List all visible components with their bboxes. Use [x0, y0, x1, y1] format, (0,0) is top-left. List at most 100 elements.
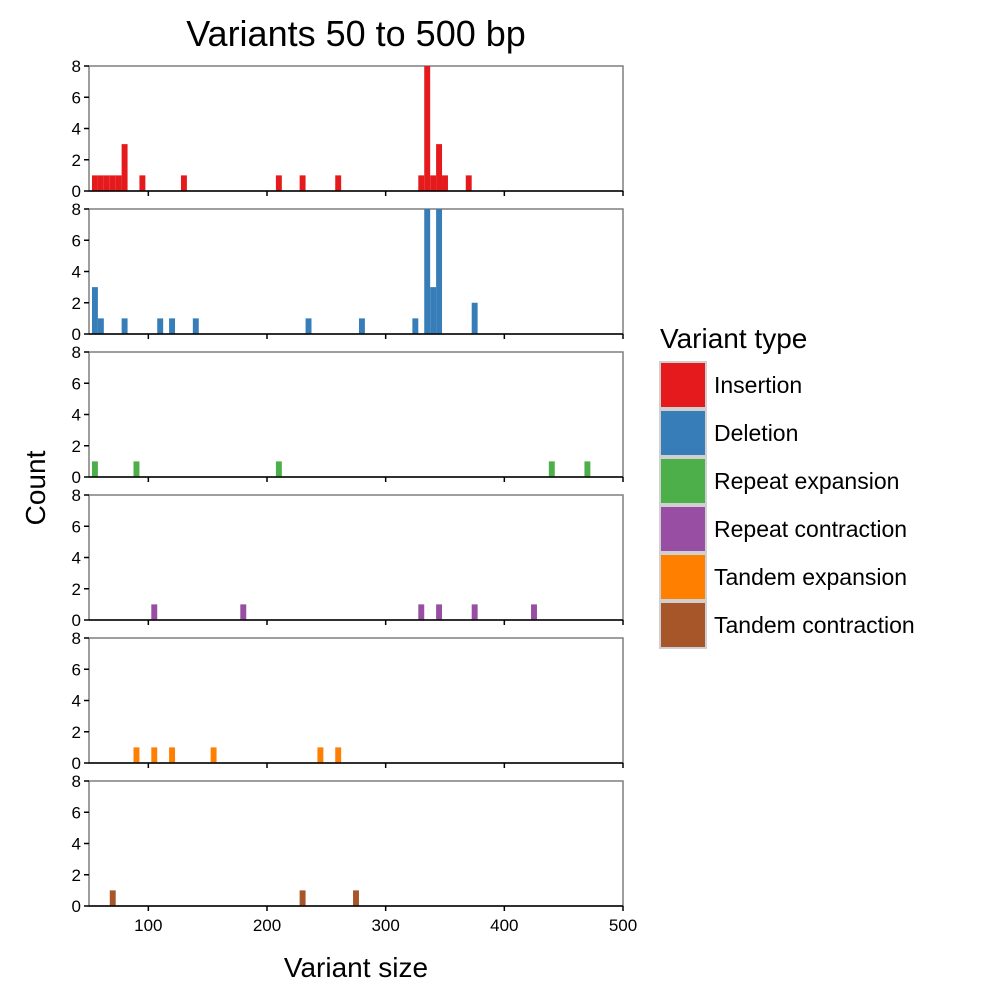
bar: [139, 175, 146, 191]
y-axis-label: Count: [20, 450, 51, 525]
bar: [192, 318, 199, 334]
legend-label: Repeat contraction: [714, 516, 907, 542]
legend-item: Repeat contraction: [659, 505, 907, 553]
panel-2: 0 2 4 6 8: [72, 200, 624, 344]
bar: [299, 890, 306, 906]
y-tick-label: 0: [72, 325, 81, 344]
legend-item: Tandem contraction: [659, 601, 915, 649]
legend-item: Tandem expansion: [659, 553, 907, 601]
bar: [97, 175, 104, 191]
bar: [418, 175, 425, 191]
bar: [97, 318, 104, 334]
legend-swatch: [659, 457, 707, 505]
y-tick-label: 4: [72, 835, 81, 854]
y-tick-label: 4: [72, 263, 81, 282]
bar: [151, 604, 158, 620]
panel-border: [88, 351, 624, 478]
y-tick-label: 0: [72, 754, 81, 773]
x-tick-label: 200: [253, 916, 281, 935]
y-tick-label: 8: [72, 57, 81, 76]
panel-1: 0 2 4 6 8: [72, 57, 624, 201]
legend-label: Tandem expansion: [714, 564, 907, 590]
panel-6: 0 2 4 6 8 100 200 300 400 500: [72, 772, 638, 935]
legend-swatch: [659, 553, 707, 601]
legend-label: Insertion: [714, 372, 802, 398]
bar: [180, 175, 187, 191]
legend-label: Tandem contraction: [714, 612, 915, 638]
bar: [91, 461, 98, 477]
y-tick-label: 8: [72, 486, 81, 505]
y-tick-label: 4: [72, 120, 81, 139]
bar: [471, 302, 478, 334]
bar: [103, 175, 110, 191]
y-tick-label: 2: [72, 294, 81, 313]
y-tick-label: 0: [72, 611, 81, 630]
x-tick-label: 300: [371, 916, 399, 935]
y-tick-label: 6: [72, 231, 81, 250]
y-tick-label: 2: [72, 437, 81, 456]
y-tick-label: 2: [72, 866, 81, 885]
legend-title: Variant type: [660, 323, 807, 354]
bar: [412, 318, 419, 334]
legend-swatch: [659, 601, 707, 649]
panel-border: [88, 494, 624, 621]
legend-item: Repeat expansion: [659, 457, 899, 505]
bar: [91, 287, 98, 334]
panel-border: [88, 208, 624, 335]
bar: [240, 604, 247, 620]
legend-swatch: [659, 409, 707, 457]
y-tick-label: 0: [72, 182, 81, 201]
y-tick-label: 2: [72, 151, 81, 170]
panel-border: [88, 780, 624, 907]
bar: [353, 890, 359, 906]
bar: [424, 66, 431, 191]
bar: [133, 747, 140, 763]
panel-3: 0 2 4 6 8: [72, 343, 624, 487]
panel-5: 0 2 4 6 8: [72, 629, 624, 773]
bar: [169, 747, 176, 763]
legend: Variant type Insertion Deletion Repeat exp…: [659, 323, 915, 649]
bar: [91, 175, 98, 191]
y-tick-label: 8: [72, 343, 81, 362]
bar: [335, 747, 342, 763]
x-tick-label: 400: [490, 916, 518, 935]
panel-4: 0 2 4 6 8: [72, 486, 624, 630]
y-tick-label: 8: [72, 772, 81, 791]
bar: [471, 604, 478, 620]
legend-label: Deletion: [714, 420, 798, 446]
bar: [299, 175, 306, 191]
bar: [210, 747, 217, 763]
bar: [548, 461, 555, 477]
bar: [121, 318, 128, 334]
bar: [109, 890, 116, 906]
panel-border: [88, 637, 624, 764]
bar: [157, 318, 164, 334]
y-tick-label: 6: [72, 88, 81, 107]
y-tick-label: 4: [72, 549, 81, 568]
bar: [584, 461, 591, 477]
y-tick-label: 0: [72, 897, 81, 916]
x-axis-label: Variant size: [284, 952, 428, 983]
y-tick-label: 0: [72, 468, 81, 487]
y-tick-label: 4: [72, 406, 81, 425]
bar: [275, 461, 282, 477]
x-tick-label: 500: [609, 916, 637, 935]
legend-swatch: [659, 361, 707, 409]
bar: [436, 604, 443, 620]
bar: [133, 461, 140, 477]
y-tick-label: 4: [72, 692, 81, 711]
y-tick-label: 6: [72, 517, 81, 536]
y-tick-label: 8: [72, 629, 81, 648]
bar: [531, 604, 537, 620]
bar: [465, 175, 472, 191]
y-tick-label: 2: [72, 723, 81, 742]
legend-item: Deletion: [659, 409, 798, 457]
x-tick-label: 100: [134, 916, 162, 935]
bar: [418, 604, 425, 620]
bar: [121, 144, 128, 191]
bar: [109, 175, 116, 191]
bar: [358, 318, 365, 334]
